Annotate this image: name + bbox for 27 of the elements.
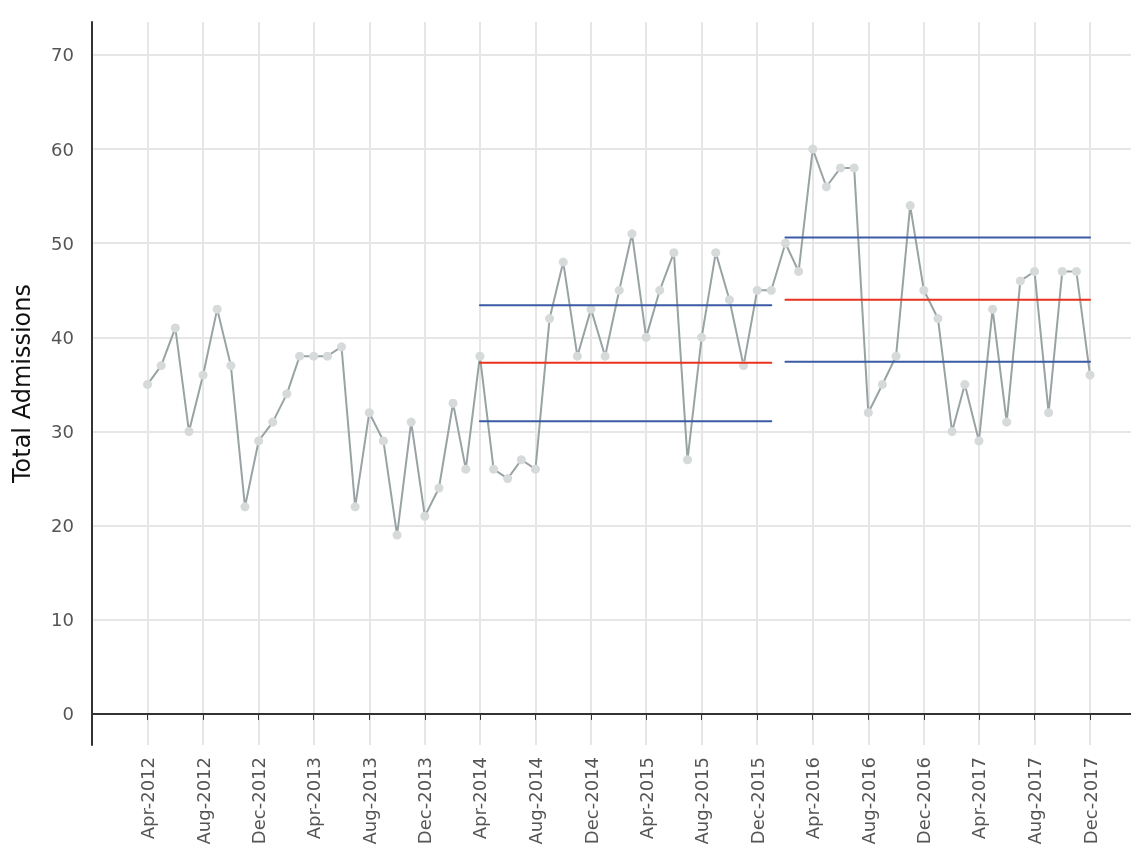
y-tick-label: 40	[51, 326, 74, 348]
y-tick-label: 30	[51, 421, 74, 443]
x-tick-label: Dec-2015	[746, 757, 768, 845]
y-tick-label: 10	[51, 609, 74, 631]
x-tick-label: Dec-2017	[1079, 757, 1101, 845]
x-tick-label: Aug-2016	[857, 757, 879, 845]
x-tick-label: Aug-2015	[691, 757, 713, 845]
x-tick-label: Apr-2014	[469, 757, 491, 840]
x-tick-label: Dec-2016	[913, 757, 935, 845]
x-tick-label: Aug-2017	[1023, 757, 1045, 845]
x-tick-label: Aug-2014	[524, 757, 546, 845]
x-tick-label: Apr-2017	[968, 757, 990, 840]
y-tick-label: 20	[51, 515, 74, 537]
y-tick-label: 70	[51, 44, 74, 66]
x-tick-label: Aug-2012	[192, 757, 214, 845]
y-tick-label: 0	[62, 703, 74, 725]
x-tick-label: Aug-2013	[358, 757, 380, 845]
x-tick-label: Dec-2014	[580, 757, 602, 845]
y-axis-title: Total Admissions	[8, 283, 36, 485]
x-tick-label: Apr-2012	[137, 757, 159, 840]
x-tick-label: Apr-2016	[802, 757, 824, 840]
y-tick-label: 50	[51, 232, 74, 254]
x-tick-label: Apr-2013	[303, 757, 325, 840]
x-tick-label: Dec-2012	[248, 757, 270, 845]
x-tick-label: Dec-2013	[414, 757, 436, 845]
y-tick-label: 60	[51, 138, 74, 160]
x-tick-label: Apr-2015	[635, 757, 657, 840]
